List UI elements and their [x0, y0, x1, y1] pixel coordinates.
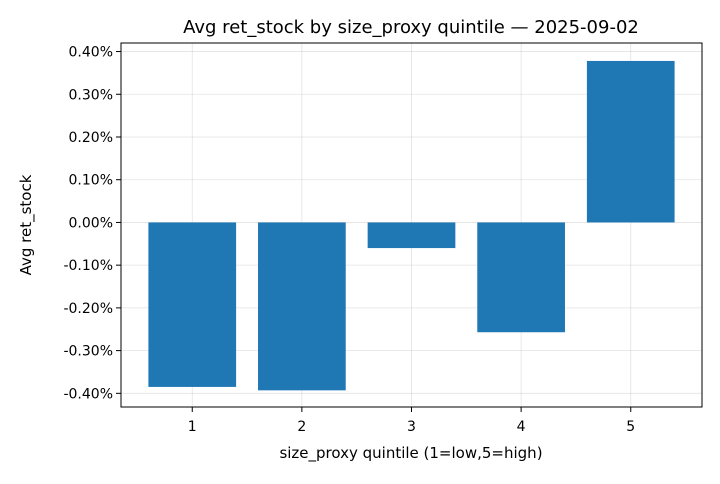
y-tick-label: -0.10%	[63, 258, 113, 274]
x-tick-label: 3	[407, 419, 416, 435]
y-tick-label: 0.10%	[69, 173, 113, 189]
x-axis-label: size_proxy quintile (1=low,5=high)	[279, 444, 542, 463]
y-tick-label: -0.30%	[63, 344, 113, 360]
ticks: -0.40% -0.30% -0.20% -0.10% 0.00% 0.10% 0.20% 0…	[63, 45, 635, 435]
bar-quintile-3	[367, 222, 456, 249]
x-tick-label: 1	[188, 419, 197, 435]
y-tick-label: -0.40%	[63, 386, 113, 402]
y-tick-label: 0.00%	[69, 215, 113, 231]
y-tick-label: -0.20%	[63, 301, 113, 317]
y-tick-label: 0.30%	[69, 87, 113, 103]
x-tick-label: 5	[626, 419, 635, 435]
bar-quintile-1	[148, 222, 237, 387]
y-tick-label: 0.20%	[69, 130, 113, 146]
y-tick-label: 0.40%	[69, 45, 113, 61]
bar-quintile-4	[477, 222, 565, 333]
bar-quintile-5	[586, 60, 675, 223]
y-axis-label: Avg ret_stock	[17, 174, 36, 275]
x-tick-label: 4	[517, 419, 526, 435]
bars	[148, 60, 675, 391]
bar-quintile-2	[258, 222, 346, 391]
chart-title: Avg ret_stock by size_proxy quintile — 2…	[183, 17, 639, 38]
x-tick-label: 2	[297, 419, 306, 435]
